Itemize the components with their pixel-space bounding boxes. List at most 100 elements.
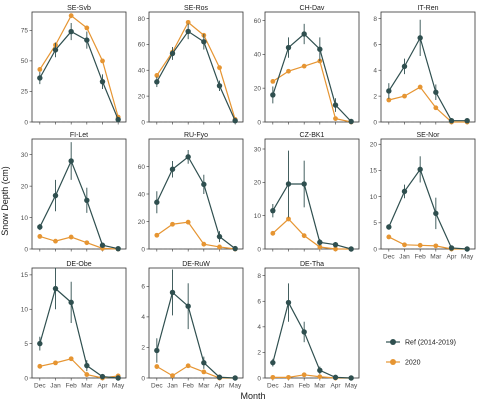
- series-ref-line: [272, 33, 352, 122]
- series-ref-point: [68, 299, 74, 306]
- series-ref-point: [154, 79, 160, 85]
- series-ref-point: [37, 224, 43, 230]
- series-2020-point: [333, 116, 338, 122]
- series-ref-point: [317, 367, 323, 374]
- facet-strip-label: CZ-BK1: [300, 132, 325, 139]
- series-2020-point: [170, 373, 175, 379]
- series-2020-point: [100, 58, 105, 64]
- series-ref-point: [285, 299, 292, 306]
- series-2020-point: [317, 244, 323, 250]
- series-ref-point: [332, 241, 339, 248]
- series-ref-point: [301, 329, 307, 335]
- facet-strip-label: SE-Ros: [184, 5, 209, 12]
- series-ref-point: [232, 245, 238, 252]
- facet-strip-label: DE-RuW: [182, 261, 210, 268]
- series-ref-point: [169, 166, 176, 172]
- series-ref-point: [301, 31, 307, 37]
- y-tick-label: 20: [138, 219, 146, 226]
- series-2020-line: [156, 221, 236, 250]
- panel-it-ren: IT-Ren 0 2 4 6 8: [373, 3, 476, 126]
- series-ref-point: [348, 246, 354, 252]
- panel-fi-let: FI-Let 0 10 20 30: [21, 130, 127, 253]
- series-ref-point: [52, 285, 59, 292]
- series-2020-point: [301, 372, 307, 378]
- series-ref-point: [185, 154, 191, 160]
- y-tick-label: 20: [254, 85, 262, 92]
- x-tick-label: Feb: [299, 383, 311, 390]
- panel-frame: [31, 11, 127, 123]
- y-tick-label: 20: [21, 183, 29, 190]
- facet-strip: [265, 259, 359, 268]
- panel-frame: [148, 267, 244, 379]
- series-2020-point: [286, 68, 291, 74]
- facet-panels: SE-Svb0255075SE-Ros020406080CH-Dav020406…: [21, 3, 476, 390]
- series-2020-point: [286, 216, 291, 222]
- facet-strip-label: RU-Fyo: [184, 132, 208, 139]
- series-ref-point: [185, 28, 191, 35]
- facet-strip-label: CH-Dav: [300, 5, 325, 12]
- series-2020-point: [317, 374, 323, 380]
- y-tick-label: 6: [373, 42, 377, 49]
- series-ref-line: [156, 30, 236, 121]
- series-2020-point: [154, 73, 160, 78]
- series-2020-point: [286, 374, 291, 380]
- panel-frame: [31, 267, 127, 379]
- series-2020-point: [185, 363, 191, 369]
- facet-strip: [32, 130, 126, 139]
- series-2020-line: [156, 21, 236, 120]
- legend-2020-swatch-point: [390, 359, 396, 365]
- series-ref-point: [68, 28, 74, 35]
- series-ref-point: [285, 181, 292, 187]
- series-2020-point: [386, 234, 392, 240]
- facet-strip: [149, 130, 243, 139]
- panel-se-ros: SE-Ros 0 20 40 60 80: [138, 3, 244, 126]
- x-tick-label: Jan: [167, 383, 178, 390]
- series-2020-point: [37, 234, 43, 239]
- series-ref-point: [301, 181, 307, 187]
- y-tick-label: 60: [138, 164, 146, 171]
- series-2020-point: [185, 219, 191, 225]
- series-2020-point: [270, 230, 276, 236]
- series-2020-point: [386, 97, 392, 103]
- series-2020-point: [417, 84, 423, 90]
- y-tick-label: 0: [24, 375, 28, 382]
- series-2020-point: [201, 241, 207, 247]
- facet-strip-label: FI-Let: [70, 132, 88, 139]
- series-ref-point: [84, 362, 90, 369]
- series-ref-point: [464, 246, 470, 252]
- y-tick-label: 40: [138, 191, 146, 198]
- x-tick-label: Dec: [267, 383, 279, 390]
- series-ref-point: [216, 233, 223, 240]
- y-tick-label: 5: [24, 341, 28, 348]
- y-tick-label: 8: [373, 16, 377, 23]
- y-tick-label: 4: [373, 68, 377, 75]
- y-tick-label: 20: [254, 180, 262, 187]
- series-2020-point: [84, 372, 90, 377]
- y-tick-label: 0: [141, 375, 145, 382]
- series-2020-point: [301, 233, 307, 239]
- x-tick-label: Jan: [399, 254, 410, 261]
- facet-strip: [265, 130, 359, 139]
- y-tick-label: 4: [141, 314, 145, 321]
- series-2020-point: [68, 234, 74, 240]
- y-tick-label: 2: [373, 93, 377, 100]
- y-tick-label: 10: [370, 194, 378, 201]
- facet-strip: [32, 3, 126, 12]
- series-ref-point: [84, 37, 90, 43]
- x-tick-label: Jan: [283, 383, 294, 390]
- series-ref-point: [99, 242, 106, 248]
- panel-frame: [31, 138, 127, 250]
- y-tick-label: 0: [257, 119, 261, 126]
- series-ref-line: [39, 30, 119, 120]
- series-ref-point: [201, 39, 207, 45]
- series-ref-point: [464, 118, 470, 124]
- series-ref-point: [115, 116, 121, 123]
- panel-frame: [264, 267, 360, 379]
- y-tick-label: 0: [24, 246, 28, 253]
- series-2020-point: [402, 242, 407, 248]
- y-tick-label: 10: [21, 215, 29, 222]
- y-tick-label: 20: [370, 142, 378, 149]
- series-ref-line: [156, 155, 236, 250]
- series-ref-point: [232, 118, 238, 124]
